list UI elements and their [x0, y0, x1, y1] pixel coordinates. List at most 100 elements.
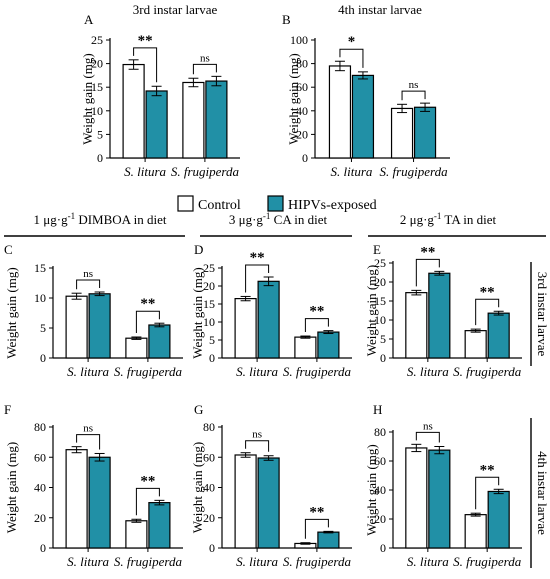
significance-label-f: **	[140, 473, 155, 489]
y-tick-label-g: 20	[203, 511, 215, 525]
bar-b-hipvs-frugiperda	[413, 106, 437, 159]
x-tick-label-b: S. frugiperda	[379, 164, 448, 179]
y-tick-label-f: 20	[34, 511, 46, 525]
significance-label-a: **	[138, 33, 153, 49]
y-tick-label-h: 0	[380, 541, 386, 555]
significance-label-c: **	[140, 296, 155, 312]
diet-header-ta-sup: -1	[434, 211, 442, 221]
diet-header-ca-prefix: 3 μg·g	[229, 212, 264, 227]
bar-f-hipvs-litura	[88, 456, 111, 549]
bar-d-control-frugiperda	[294, 336, 317, 359]
significance-bracket-c	[76, 279, 101, 290]
bar-b-control-frugiperda	[390, 107, 414, 159]
significance-label-g: **	[309, 504, 324, 520]
y-axis-label-h: Weight gain (mg)	[364, 444, 379, 535]
significance-label-g: ns	[252, 429, 262, 441]
panel-c: C Weight gain (mg) 0 5 10 15 S. litura ns S. fru…	[4, 242, 183, 379]
x-tick-label-c: S. frugiperda	[114, 364, 183, 379]
y-axis-label-c: Weight gain (mg)	[4, 267, 19, 358]
y-tick-label-e: 25	[374, 256, 386, 270]
x-tick-label-g: S. litura	[236, 554, 278, 569]
bar-b-hipvs-litura	[351, 74, 375, 159]
y-tick-label-d: 5	[209, 333, 215, 347]
y-tick-label-a: 10	[91, 104, 103, 118]
bar-a-hipvs-litura	[145, 90, 168, 159]
y-tick-label-b: 20	[296, 127, 308, 141]
y-axis-label-e: Weight gain (mg)	[364, 265, 379, 356]
panel-title-a: 3rd instar larvae	[133, 2, 218, 17]
x-tick-label-f: S. litura	[67, 554, 109, 569]
bar-a-control-litura	[122, 63, 145, 159]
bar-h-control-litura	[405, 447, 428, 549]
y-tick-label-g: 0	[209, 541, 215, 555]
y-tick-label-e: 5	[380, 332, 386, 346]
svg-text:1 μg·g-1 DIMBOA in diet: 1 μg·g-1 DIMBOA in diet	[34, 211, 167, 227]
y-tick-label-a: 0	[97, 151, 103, 165]
bar-f-hipvs-frugiperda	[148, 502, 171, 549]
bar-e-control-frugiperda	[464, 330, 487, 359]
bar-c-hipvs-frugiperda	[148, 324, 171, 359]
panel-f: F Weight gain (mg) 0 20 40 60 80 S. litura ns S. …	[4, 402, 183, 569]
diet-header-ta-suffix: TA in diet	[441, 212, 496, 227]
significance-label-e: **	[420, 244, 435, 260]
x-tick-label-b: S. litura	[330, 164, 372, 179]
bar-c-control-frugiperda	[125, 337, 148, 359]
panel-letter-g: G	[194, 402, 203, 417]
y-axis-label-a: Weight gain (mg)	[80, 53, 95, 144]
x-tick-label-f: S. frugiperda	[114, 554, 183, 569]
bar-a-hipvs-frugiperda	[205, 80, 228, 159]
panel-letter-h: H	[373, 402, 382, 417]
significance-label-b: *	[348, 34, 356, 50]
y-tick-label-d: 10	[203, 315, 215, 329]
bar-h-hipvs-frugiperda	[487, 490, 510, 549]
significance-bracket-e	[475, 298, 500, 326]
bar-d-hipvs-litura	[257, 280, 280, 359]
diet-header-ca-suffix: CA in diet	[270, 212, 327, 227]
y-tick-label-e: 10	[374, 313, 386, 327]
x-tick-label-g: S. frugiperda	[283, 554, 352, 569]
bar-f-control-litura	[65, 449, 88, 549]
y-tick-label-b: 80	[296, 57, 308, 71]
y-tick-label-b: 100	[290, 33, 308, 47]
y-tick-label-e: 15	[374, 294, 386, 308]
significance-bracket-d	[304, 318, 329, 333]
legend: Control HIPVs-exposed	[177, 195, 377, 213]
significance-bracket-g	[245, 440, 270, 452]
y-tick-label-c: 0	[40, 351, 46, 365]
y-tick-label-a: 15	[91, 80, 103, 94]
panel-letter-a: A	[84, 12, 94, 27]
significance-bracket-a	[192, 63, 217, 75]
bar-g-hipvs-frugiperda	[317, 531, 340, 549]
panel-d: D Weight gain (mg) 0 5 10 15 20 25 S. litura ** S.…	[190, 242, 352, 379]
legend-treated-label: HIPVs-exposed	[288, 198, 377, 213]
x-tick-label-d: S. litura	[236, 364, 278, 379]
panel-a: A 3rd instar larvae Weight gain (mg)0 5 10 15…	[80, 2, 240, 179]
y-tick-label-c: 10	[34, 291, 46, 305]
y-axis-label-d: Weight gain (mg)	[190, 267, 205, 358]
y-tick-label-g: 60	[203, 450, 215, 464]
y-tick-label-h: 40	[374, 483, 386, 497]
significance-bracket-h	[475, 476, 500, 510]
y-tick-label-c: 5	[40, 321, 46, 335]
y-tick-label-b: 0	[302, 151, 308, 165]
diet-header-ta: 2 μg·g-1 TA in diet	[368, 211, 546, 237]
diet-header-ca: 3 μg·g-1 CA in diet	[200, 211, 352, 237]
legend-treated-swatch	[267, 195, 284, 212]
y-tick-label-h: 80	[374, 425, 386, 439]
y-axis-label-f: Weight gain (mg)	[4, 442, 19, 533]
y-tick-label-b: 60	[296, 80, 308, 94]
panel-letter-e: E	[373, 242, 381, 257]
y-tick-label-d: 20	[203, 279, 215, 293]
x-tick-label-h: S. litura	[407, 554, 449, 569]
bar-c-hipvs-litura	[88, 293, 111, 359]
svg-text:3 μg·g-1 CA in diet: 3 μg·g-1 CA in diet	[229, 211, 328, 227]
bar-e-hipvs-litura	[428, 272, 451, 359]
significance-bracket-h	[415, 431, 440, 443]
bar-b-control-litura	[328, 65, 352, 159]
significance-label-c: ns	[83, 268, 93, 280]
bar-e-control-litura	[405, 292, 428, 359]
y-tick-label-f: 0	[40, 541, 46, 555]
y-axis-label-b: Weight gain (mg)	[286, 53, 301, 144]
panel-b: B 4th instar larvae Weight gain (mg)0 20 40 6…	[282, 2, 450, 179]
